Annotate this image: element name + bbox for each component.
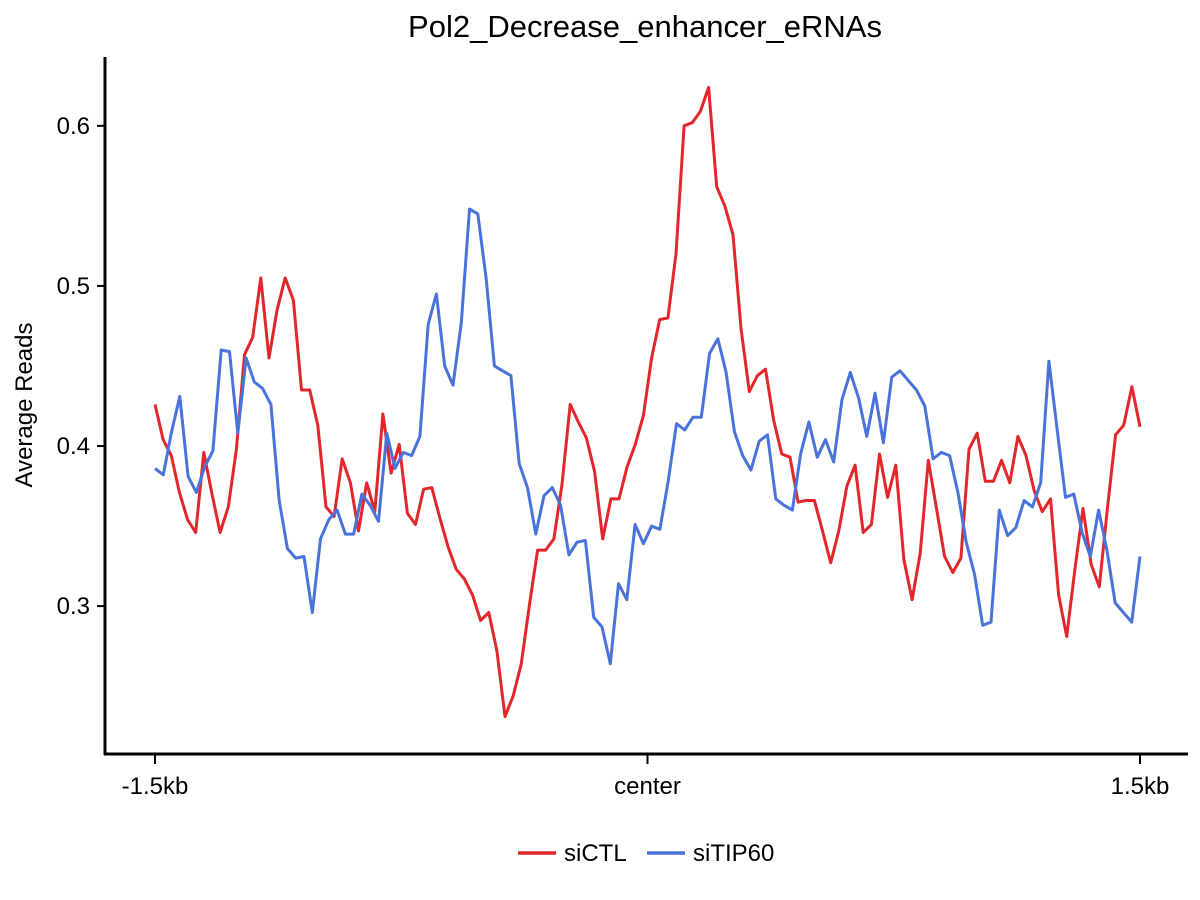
legend-label-sitip60: siTIP60 <box>693 840 774 867</box>
y-axis-title: Average Reads <box>11 323 38 488</box>
series-layer <box>153 85 1142 719</box>
y-tick-label: 0.5 <box>57 273 90 300</box>
x-tick-label: 1.5kb <box>1111 773 1170 800</box>
y-tick-label: 0.3 <box>57 593 90 620</box>
legend-label-sictl: siCTL <box>564 840 627 867</box>
x-tick-label: -1.5kb <box>122 773 189 800</box>
y-axis-ticks: 0.3 0.4 0.5 0.6 <box>57 113 105 620</box>
x-tick-label: center <box>614 773 681 800</box>
chart-title: Pol2_Decrease_enhancer_eRNAs <box>408 9 882 44</box>
x-axis-ticks: -1.5kb center 1.5kb <box>122 755 1170 800</box>
y-tick-label: 0.6 <box>57 113 90 140</box>
y-tick-label: 0.4 <box>57 433 90 460</box>
legend: siCTL siTIP60 <box>518 840 774 867</box>
series-line-sictl <box>153 85 1142 719</box>
series-line-sitip60 <box>154 207 1142 666</box>
